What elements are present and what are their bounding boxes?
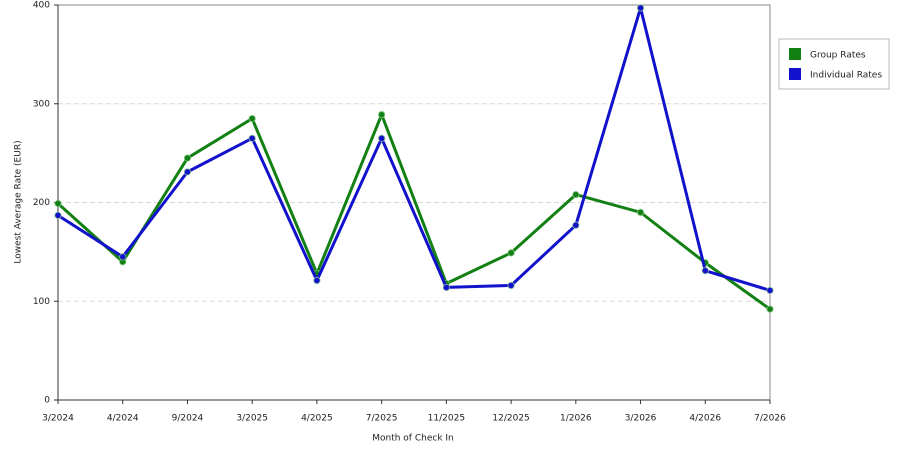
y-tick-label: 100 [33, 297, 50, 307]
x-tick-label: 1/2026 [560, 414, 592, 424]
data-point [313, 276, 321, 285]
data-point [377, 134, 386, 143]
y-tick-label: 400 [33, 1, 50, 11]
x-tick-label: 7/2025 [366, 414, 398, 424]
data-point [507, 249, 515, 257]
data-point [183, 154, 192, 162]
y-tick-label: 0 [44, 396, 50, 406]
data-point [572, 221, 580, 229]
data-point [636, 4, 645, 12]
x-tick-label: 4/2024 [107, 414, 139, 424]
legend-label: Group Rates [810, 51, 866, 61]
data-point [377, 110, 386, 119]
data-point [766, 286, 774, 295]
legend-swatch [789, 68, 801, 80]
x-tick-label: 7/2026 [754, 414, 786, 424]
data-point [248, 134, 256, 143]
series-line [57, 6, 771, 292]
y-axis-label: Lowest Average Rate (EUR) [14, 140, 24, 263]
x-tick-label: 3/2026 [625, 414, 657, 424]
x-tick-label: 11/2025 [428, 414, 465, 424]
y-tick-label: 300 [33, 99, 50, 109]
data-point [701, 266, 709, 275]
legend-label: Individual Rates [810, 71, 882, 81]
y-tick-label: 200 [33, 198, 50, 208]
data-point [572, 190, 580, 199]
series-line [56, 113, 771, 311]
x-tick-label: 4/2026 [689, 414, 721, 424]
data-point [766, 305, 774, 313]
legend-box [778, 38, 890, 90]
data-point [183, 168, 192, 176]
x-axis-label: Month of Check In [372, 434, 454, 444]
x-tick-label: 3/2025 [236, 414, 268, 424]
data-point [636, 208, 645, 217]
data-point [119, 253, 127, 261]
data-point [248, 114, 256, 123]
data-point [54, 199, 62, 208]
x-tick-label: 12/2025 [492, 414, 529, 424]
x-tick-label: 4/2025 [301, 414, 333, 424]
data-point [507, 281, 515, 290]
data-point [54, 211, 62, 220]
x-tick-label: 9/2024 [172, 414, 204, 424]
legend-swatch [789, 48, 801, 60]
data-point [442, 283, 451, 292]
x-tick-label: 3/2024 [42, 414, 74, 424]
